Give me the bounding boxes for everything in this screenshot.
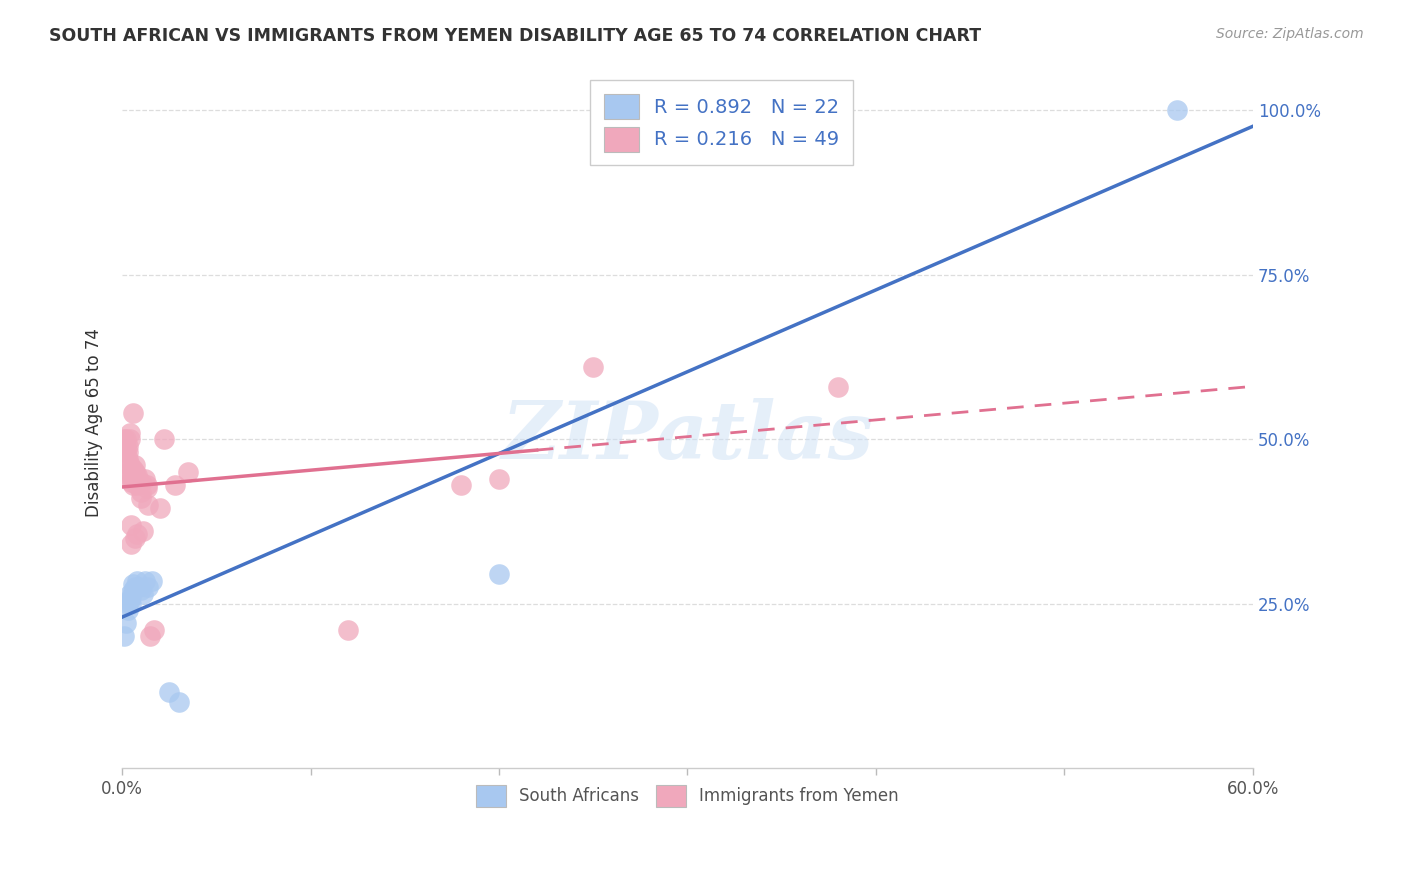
Point xyxy=(134,574,156,588)
Point xyxy=(124,458,146,473)
Point xyxy=(122,406,145,420)
Point xyxy=(124,580,146,594)
Text: SOUTH AFRICAN VS IMMIGRANTS FROM YEMEN DISABILITY AGE 65 TO 74 CORRELATION CHART: SOUTH AFRICAN VS IMMIGRANTS FROM YEMEN D… xyxy=(49,27,981,45)
Point xyxy=(163,478,186,492)
Point xyxy=(117,439,139,453)
Point xyxy=(112,432,135,446)
Point xyxy=(128,580,150,594)
Point xyxy=(127,468,149,483)
Point xyxy=(122,576,145,591)
Point xyxy=(132,524,155,539)
Point xyxy=(127,574,149,588)
Point xyxy=(141,574,163,588)
Point xyxy=(827,379,849,393)
Point xyxy=(118,587,141,601)
Point xyxy=(114,432,136,446)
Point xyxy=(124,465,146,479)
Point xyxy=(118,458,141,473)
Point xyxy=(139,629,162,643)
Point xyxy=(118,432,141,446)
Point xyxy=(138,580,160,594)
Point xyxy=(121,590,143,604)
Point xyxy=(582,359,605,374)
Point xyxy=(122,478,145,492)
Point xyxy=(112,439,135,453)
Text: Source: ZipAtlas.com: Source: ZipAtlas.com xyxy=(1216,27,1364,41)
Point xyxy=(122,583,145,598)
Point xyxy=(135,482,157,496)
Point xyxy=(114,616,136,631)
Point xyxy=(112,629,135,643)
Legend: South Africans, Immigrants from Yemen: South Africans, Immigrants from Yemen xyxy=(468,777,907,815)
Point xyxy=(157,685,180,699)
Point xyxy=(134,472,156,486)
Point xyxy=(488,566,510,581)
Point xyxy=(1166,103,1188,118)
Point xyxy=(129,583,152,598)
Text: ZIPatlas: ZIPatlas xyxy=(502,398,873,475)
Point xyxy=(117,597,139,611)
Point xyxy=(117,445,139,459)
Point xyxy=(117,451,139,466)
Point xyxy=(117,458,139,473)
Point xyxy=(149,501,172,516)
Point xyxy=(118,425,141,440)
Point xyxy=(118,593,141,607)
Point xyxy=(129,484,152,499)
Point xyxy=(121,468,143,483)
Point xyxy=(114,439,136,453)
Point xyxy=(114,445,136,459)
Point xyxy=(129,491,152,506)
Point xyxy=(122,461,145,475)
Point xyxy=(132,587,155,601)
Point xyxy=(122,472,145,486)
Y-axis label: Disability Age 65 to 74: Disability Age 65 to 74 xyxy=(86,328,103,517)
Point xyxy=(127,527,149,541)
Point xyxy=(121,517,143,532)
Point xyxy=(127,478,149,492)
Point xyxy=(143,623,166,637)
Point xyxy=(488,472,510,486)
Point xyxy=(450,478,472,492)
Point xyxy=(138,498,160,512)
Point xyxy=(117,603,139,617)
Point xyxy=(124,468,146,483)
Point xyxy=(129,475,152,489)
Point xyxy=(121,475,143,489)
Point xyxy=(118,465,141,479)
Point xyxy=(337,623,360,637)
Point xyxy=(177,465,200,479)
Point xyxy=(121,472,143,486)
Point xyxy=(128,475,150,489)
Point xyxy=(124,531,146,545)
Point xyxy=(121,537,143,551)
Point xyxy=(167,695,190,709)
Point xyxy=(135,478,157,492)
Point xyxy=(152,432,174,446)
Point xyxy=(121,597,143,611)
